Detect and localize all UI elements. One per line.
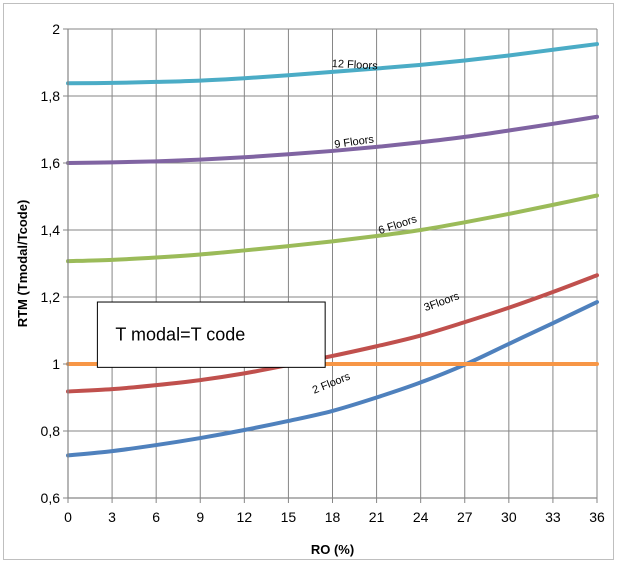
series-line-2-floors bbox=[66, 300, 599, 458]
series-line-9-floors bbox=[66, 114, 599, 165]
y-tick-label: 0,8 bbox=[41, 423, 61, 439]
x-tick-label: 3 bbox=[108, 509, 116, 525]
y-tick-label: 1 bbox=[52, 356, 60, 372]
x-tick-label: 30 bbox=[501, 509, 517, 525]
series-label: 12 Floors bbox=[331, 58, 378, 72]
x-tick-label: 12 bbox=[237, 509, 253, 525]
x-tick-label: 33 bbox=[545, 509, 561, 525]
grid-lines bbox=[67, 28, 598, 499]
series-label: 2 Floors bbox=[311, 370, 353, 396]
y-tick-label: 0,6 bbox=[41, 490, 61, 506]
x-tick-label: 21 bbox=[369, 509, 385, 525]
annotation: T modal=T code bbox=[96, 301, 326, 368]
x-tick-label: 9 bbox=[196, 509, 204, 525]
x-tick-label: 27 bbox=[457, 509, 473, 525]
y-tick-label: 1,4 bbox=[41, 222, 61, 238]
y-tick-label: 2 bbox=[52, 21, 60, 37]
y-axis-title: RTM (Tmodal/Tcode) bbox=[15, 200, 30, 328]
chart-frame bbox=[3, 3, 614, 560]
annotation-box bbox=[96, 301, 326, 368]
series-line-6-floors bbox=[66, 193, 599, 264]
series-lines bbox=[66, 42, 599, 458]
series-line-3floors bbox=[66, 273, 599, 394]
y-tick-label: 1,2 bbox=[41, 289, 61, 305]
x-tick-label: 6 bbox=[152, 509, 160, 525]
x-tick-label: 24 bbox=[413, 509, 429, 525]
x-axis-title: RO (%) bbox=[311, 542, 354, 557]
x-tick-label: 18 bbox=[325, 509, 341, 525]
axes: 0 3 6 9 12 15 18 21 24 27 30 33 360,60,811,21,41,61,… bbox=[41, 21, 605, 525]
series-line-12-floors bbox=[66, 42, 599, 86]
series-label: 9 Floors bbox=[334, 133, 376, 150]
y-tick-label: 1,8 bbox=[41, 88, 61, 104]
x-tick-label: 36 bbox=[589, 509, 605, 525]
series-label: 3Floors bbox=[422, 290, 461, 314]
y-tick-label: 1,6 bbox=[41, 155, 61, 171]
annotation-text: T modal=T code bbox=[115, 325, 245, 345]
x-tick-label: 0 bbox=[64, 509, 72, 525]
x-tick-label: 15 bbox=[281, 509, 297, 525]
